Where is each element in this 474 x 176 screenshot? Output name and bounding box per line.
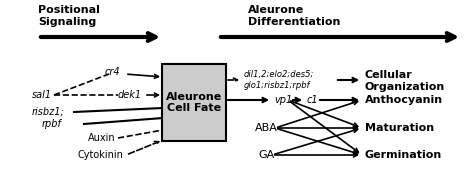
Text: dek1: dek1 (118, 90, 142, 100)
Text: Auxin: Auxin (88, 133, 116, 143)
Text: Cellular: Cellular (365, 70, 413, 80)
Text: ABA: ABA (255, 123, 278, 133)
Text: Maturation: Maturation (365, 123, 434, 133)
Text: Anthocyanin: Anthocyanin (365, 95, 443, 105)
Text: GA: GA (258, 150, 274, 160)
Text: glo1;risbz1;rpbf: glo1;risbz1;rpbf (244, 80, 310, 90)
Text: Organization: Organization (365, 82, 445, 92)
Text: dil1,2;elo2;des5;: dil1,2;elo2;des5; (244, 70, 314, 78)
Text: Aleurone
Differentiation: Aleurone Differentiation (248, 5, 340, 27)
Text: Cytokinin: Cytokinin (78, 150, 124, 160)
Text: vp1: vp1 (274, 95, 292, 105)
Text: c1: c1 (307, 95, 319, 105)
FancyBboxPatch shape (162, 64, 226, 141)
Text: Aleurone
Cell Fate: Aleurone Cell Fate (166, 92, 222, 113)
Text: risbz1;: risbz1; (32, 107, 65, 117)
Text: Positional
Signaling: Positional Signaling (38, 5, 100, 27)
Text: cr4: cr4 (105, 67, 120, 77)
Text: rpbf: rpbf (42, 119, 62, 129)
Text: Germination: Germination (365, 150, 442, 160)
Text: sal1: sal1 (32, 90, 52, 100)
